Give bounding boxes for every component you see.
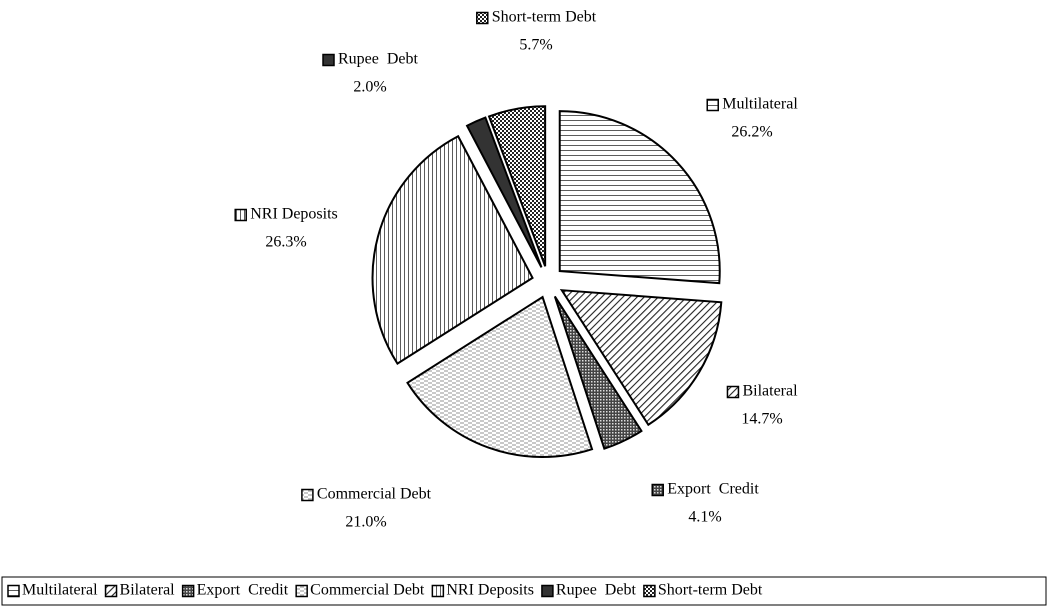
pie-slice [406,295,594,459]
value-label: 21.0% [345,514,386,531]
value-label: 14.7% [741,411,782,428]
value-label: 26.3% [265,234,306,251]
slice-label-icon [234,208,247,222]
legend-box [1,576,1047,606]
legend-label: Rupee Debt [556,582,637,599]
legend-label: NRI Deposits [446,582,534,599]
slice-label: Export Credit [667,481,759,498]
slice-label: Commercial Debt [317,486,432,503]
slice-label-icon [476,11,489,25]
slice-label: NRI Deposits [250,206,338,223]
slice-label-icon [651,483,664,497]
slice-label-icon [706,98,719,112]
legend-label: Commercial Debt [310,582,425,599]
slice-label: Multilateral [722,96,798,113]
legend-icon [295,584,308,598]
value-label: 26.2% [731,124,772,141]
pie-slice [487,105,547,267]
slice-label: Bilateral [742,383,798,400]
slice-label: Short-term Debt [492,9,597,26]
legend-icon [431,584,445,598]
value-label: 5.7% [519,37,552,54]
legend-icon [541,584,554,598]
value-label: 2.0% [353,79,386,96]
legend-icon [643,584,656,598]
legend-icon [104,584,118,598]
slice-label-icon [726,385,740,399]
pie-slice [558,110,721,285]
legend-label: Multilateral [22,582,98,599]
legend-icon [7,584,20,598]
legend-icon [181,584,195,598]
pie-slice [371,134,534,365]
slice-label-icon [322,53,335,67]
slice-label: Rupee Debt [338,51,419,68]
legend-label: Bilateral [120,582,176,599]
pie-slice [465,116,543,268]
slice-label-icon [301,488,314,502]
legend-label: Export Credit [197,582,289,599]
value-label: 4.1% [688,509,721,526]
legend-label: Short-term Debt [658,582,763,599]
pie-slice [559,289,723,427]
pie-slice [553,295,643,450]
